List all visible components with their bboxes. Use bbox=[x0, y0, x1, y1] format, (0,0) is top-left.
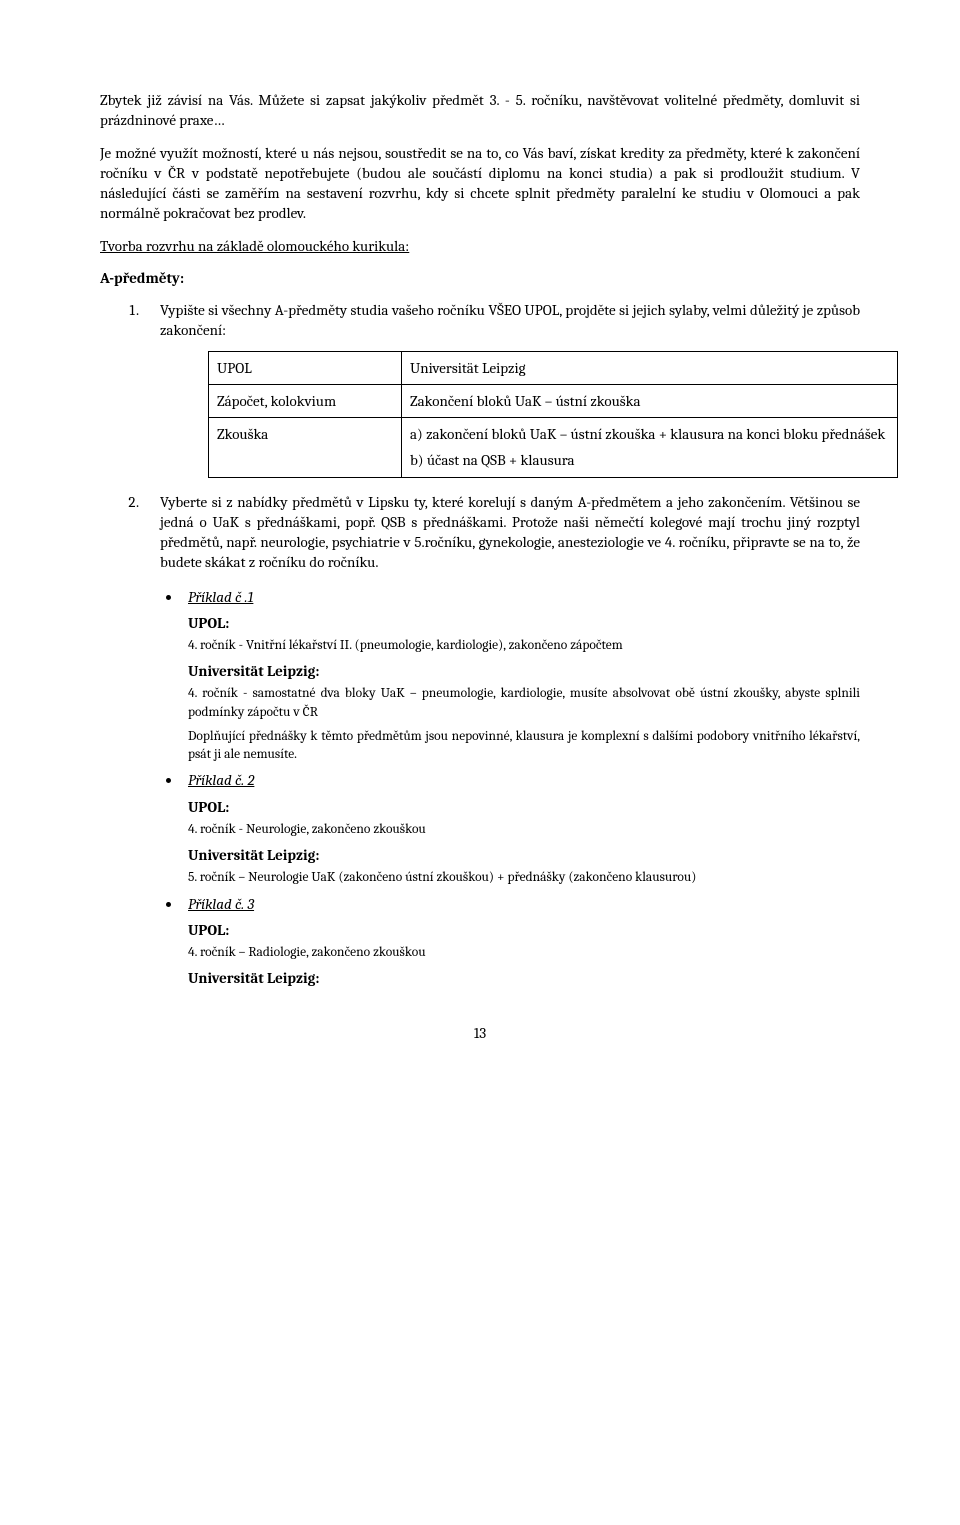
example-1-leipzig-label: Universität Leipzig: bbox=[188, 661, 860, 681]
example-1-title: Příklad č .1 bbox=[188, 587, 860, 607]
heading-tvorba-text: Tvorba rozvrhu na základě olomouckého ku… bbox=[100, 237, 409, 255]
list-item-1: Vypište si všechny A-předměty studia vaš… bbox=[142, 300, 860, 478]
list-item-1-text: Vypište si všechny A-předměty studia vaš… bbox=[160, 301, 860, 339]
heading-tvorba: Tvorba rozvrhu na základě olomouckého ku… bbox=[100, 236, 860, 256]
table-cell-leipzig-header: Universität Leipzig bbox=[402, 351, 898, 384]
table-cell-zkouska: Zkouška bbox=[209, 418, 402, 478]
examples-list: Příklad č .1 UPOL: 4. ročník - Vnitřní l… bbox=[100, 587, 860, 989]
table-cell-zapocet: Zápočet, kolokvium bbox=[209, 384, 402, 417]
paragraph-intro-1: Zbytek již závisí na Vás. Můžete si zaps… bbox=[100, 90, 860, 131]
heading-a-predmety: A-předměty: bbox=[100, 268, 860, 288]
example-2-title: Příklad č. 2 bbox=[188, 770, 860, 790]
table-cell-zkouska-leipzig: a) zakončení bloků UaK – ústní zkouška +… bbox=[402, 418, 898, 478]
table-cell-upol-header: UPOL bbox=[209, 351, 402, 384]
example-1-upol-label: UPOL: bbox=[188, 613, 860, 633]
table-cell-option-b: b) účast na QSB + klausura bbox=[410, 450, 889, 470]
example-1: Příklad č .1 UPOL: 4. ročník - Vnitřní l… bbox=[182, 587, 860, 765]
table-row: Zkouška a) zakončení bloků UaK – ústní z… bbox=[209, 418, 898, 478]
example-1-upol-text: 4. ročník - Vnitřní lékařství II. (pneum… bbox=[188, 637, 860, 655]
example-2: Příklad č. 2 UPOL: 4. ročník - Neurologi… bbox=[182, 770, 860, 887]
list-item-2: Vyberte si z nabídky předmětů v Lipsku t… bbox=[142, 492, 860, 573]
page-number: 13 bbox=[100, 1023, 860, 1043]
table-cell-zapocet-leipzig: Zakončení bloků UaK – ústní zkouška bbox=[402, 384, 898, 417]
example-3-title: Příklad č. 3 bbox=[188, 894, 860, 914]
example-2-leipzig-text: 5. ročník – Neurologie UaK (zakončeno ús… bbox=[188, 869, 860, 887]
table-zakonceni: UPOL Universität Leipzig Zápočet, kolokv… bbox=[208, 351, 898, 478]
example-3: Příklad č. 3 UPOL: 4. ročník – Radiologi… bbox=[182, 894, 860, 989]
example-2-upol-label: UPOL: bbox=[188, 797, 860, 817]
table-cell-option-a: a) zakončení bloků UaK – ústní zkouška +… bbox=[410, 424, 889, 444]
ordered-list-main: Vypište si všechny A-předměty studia vaš… bbox=[100, 300, 860, 573]
paragraph-intro-2: Je možné využít možností, které u nás ne… bbox=[100, 143, 860, 224]
example-2-leipzig-label: Universität Leipzig: bbox=[188, 845, 860, 865]
example-1-leipzig-text1: 4. ročník - samostatné dva bloky UaK – p… bbox=[188, 685, 860, 721]
table-row: Zápočet, kolokvium Zakončení bloků UaK –… bbox=[209, 384, 898, 417]
example-3-leipzig-label: Universität Leipzig: bbox=[188, 968, 860, 988]
example-1-leipzig-text2: Doplňující přednášky k těmto předmětům j… bbox=[188, 728, 860, 764]
table-row: UPOL Universität Leipzig bbox=[209, 351, 898, 384]
example-3-upol-label: UPOL: bbox=[188, 920, 860, 940]
list-item-2-text: Vyberte si z nabídky předmětů v Lipsku t… bbox=[160, 493, 860, 572]
example-2-upol-text: 4. ročník - Neurologie, zakončeno zkoušk… bbox=[188, 821, 860, 839]
example-3-upol-text: 4. ročník – Radiologie, zakončeno zkoušk… bbox=[188, 944, 860, 962]
